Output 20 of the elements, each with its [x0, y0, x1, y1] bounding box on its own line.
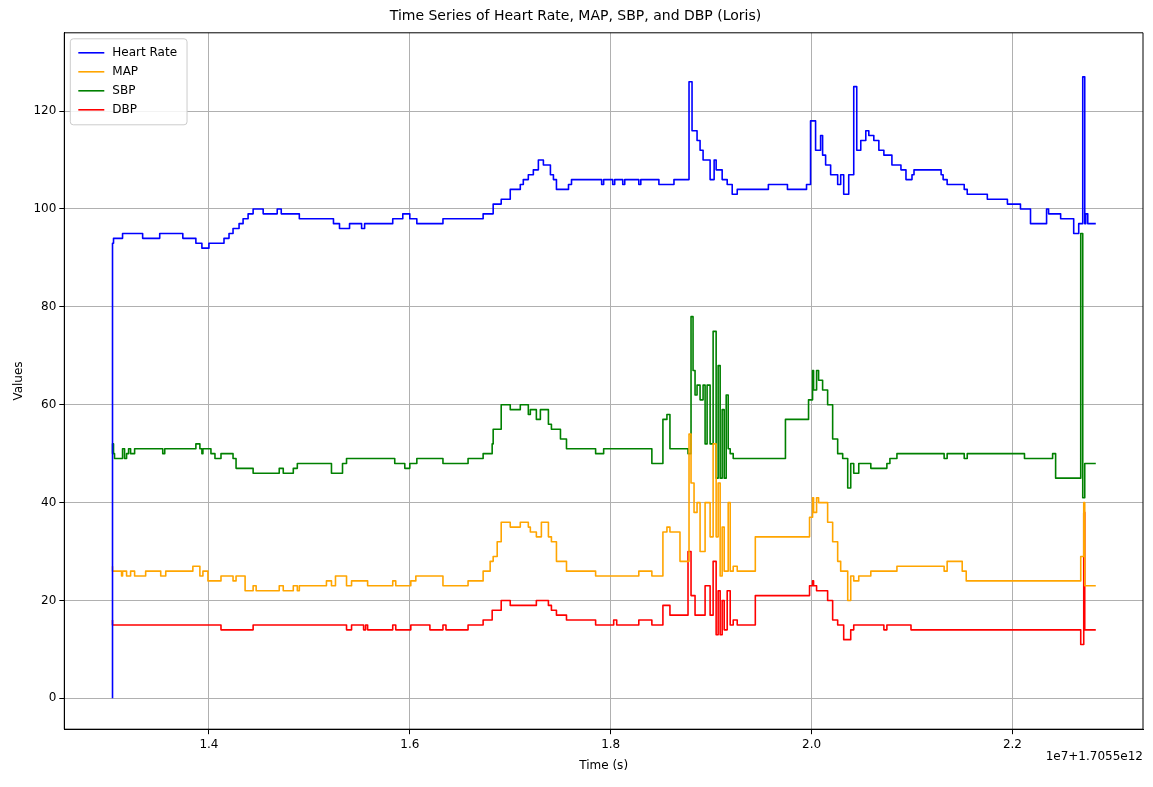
legend-label: Heart Rate: [112, 44, 178, 59]
legend-label: SBP: [112, 82, 136, 97]
x-tick-label: 1.4: [199, 736, 219, 751]
text: 1e7+1.7055e12: [1045, 749, 1143, 764]
legend-label: MAP: [112, 63, 139, 78]
y-tick-label: 60: [41, 396, 57, 411]
y-tick-label: 120: [33, 103, 57, 118]
y-tick-label: 80: [41, 298, 57, 313]
legend-label: DBP: [112, 101, 138, 116]
x-tick-label: 1.8: [601, 736, 621, 751]
y-tick-label: 40: [41, 494, 57, 509]
x-tick-label: 1.6: [400, 736, 420, 751]
y-tick-label: 20: [41, 592, 57, 607]
x-tick-label: 2.0: [802, 736, 822, 751]
x-tick-label: 2.2: [1002, 736, 1022, 751]
x-axis-title: Time (s): [578, 757, 629, 772]
y-tick-label: 0: [48, 690, 57, 705]
y-tick-label: 100: [33, 201, 57, 216]
y-axis-title: Values: [11, 361, 26, 401]
chart-title: Time Series of Heart Rate, MAP, SBP, and DBP (Loris): [388, 7, 762, 24]
